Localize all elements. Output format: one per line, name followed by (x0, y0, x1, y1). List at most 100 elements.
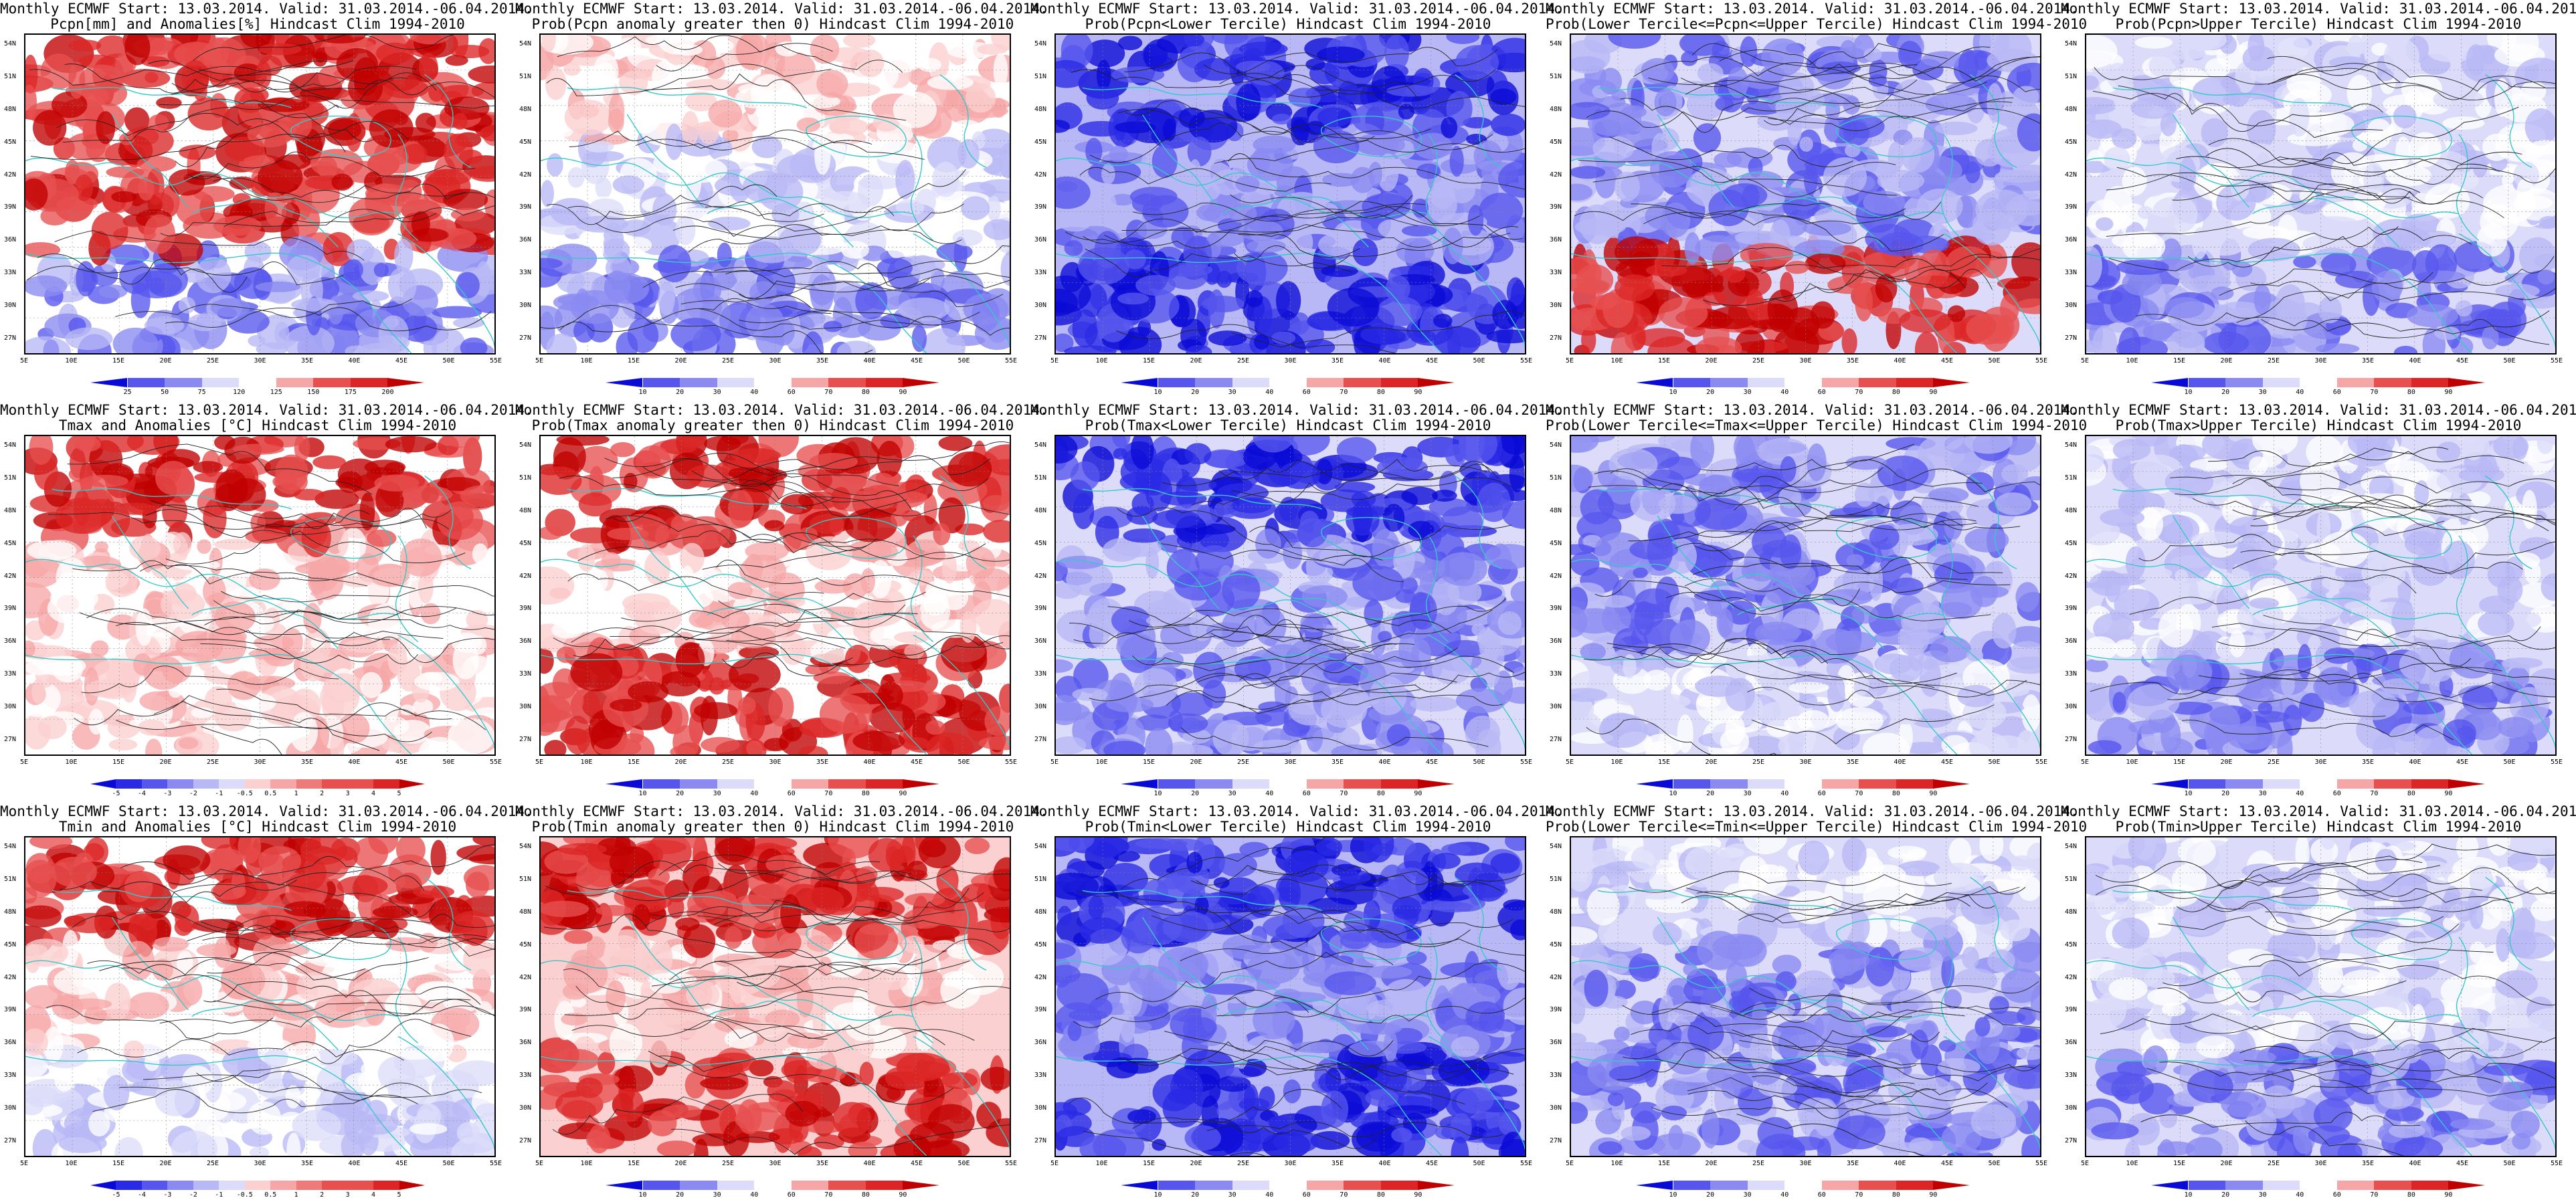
colorbar-tick-label: -1 (215, 1191, 223, 1199)
forecast-panel: Monthly ECMWF Start: 13.03.2014. Valid: … (0, 0, 533, 401)
colorbar-segment (116, 779, 143, 789)
panel-title-line2: Prob(Tmax<Lower Tercile) Hindcast Clim 1… (1085, 417, 1491, 433)
lat-tick-label: 33N (1034, 670, 1047, 678)
lon-tick-label: 55E (1004, 1160, 1018, 1167)
colorbar-tick-label: 60 (2332, 1191, 2341, 1199)
lat-tick-label: 36N (519, 1039, 532, 1047)
lat-tick-label: 45N (1550, 539, 1562, 547)
lat-tick-label: 30N (1550, 703, 1562, 711)
colorbar-segment (680, 779, 718, 789)
colorbar-segment (680, 378, 718, 387)
lon-tick-label: 25E (1236, 759, 1250, 766)
colorbar-tick-label: 1 (294, 790, 298, 797)
lon-tick-label: 25E (1236, 357, 1250, 365)
lon-tick-label: 55E (489, 1160, 502, 1167)
colorbar-tick-label: 80 (861, 1191, 870, 1199)
colorbar-tick-label: 3 (345, 790, 350, 797)
panel-title-line1: Monthly ECMWF Start: 13.03.2014. Valid: … (515, 803, 1048, 819)
colorbar-tick-label: 10 (1669, 1191, 1677, 1199)
lon-tick-label: 15E (1657, 357, 1671, 365)
lon-tick-label: 15E (1142, 357, 1156, 365)
colorbar-tick-label: 175 (344, 389, 357, 396)
colorbar-segment (828, 779, 866, 789)
colorbar-tick-label: 70 (2370, 389, 2379, 396)
colorbar-tick-label: -5 (112, 1191, 120, 1199)
lon-tick-label: 10E (65, 357, 78, 365)
lat-tick-label: 30N (2065, 703, 2078, 711)
lat-tick-label: 42N (2065, 973, 2078, 981)
colorbar-segment (193, 779, 219, 789)
forecast-panel: Monthly ECMWF Start: 13.03.2014. Valid: … (1030, 401, 1564, 803)
colorbar-tick-label: 20 (676, 1191, 684, 1199)
colorbar-segment (1269, 378, 1307, 387)
colorbar-segment (2225, 378, 2264, 387)
colorbar-segment (2151, 1181, 2188, 1190)
lon-tick-label: 20E (1190, 759, 1202, 766)
map-field (2086, 837, 2555, 1156)
colorbar-tick-label: 90 (2444, 389, 2453, 396)
lat-tick-label: 36N (1550, 236, 1562, 244)
colorbar-segment (1859, 378, 1897, 387)
colorbar-segment (399, 1181, 425, 1190)
lon-tick-label: 15E (627, 1160, 640, 1167)
colorbar-segment (1380, 378, 1418, 387)
lon-tick-label: 10E (2126, 759, 2138, 766)
colorbar-tick-label: 60 (1817, 389, 1826, 396)
panel-title: Monthly ECMWF Start: 13.03.2014. Valid: … (2061, 804, 2576, 835)
map-plot-area (2085, 435, 2557, 756)
map-field (25, 436, 494, 755)
colorbar-segment (2448, 378, 2486, 387)
panel-title-line1: Monthly ECMWF Start: 13.03.2014. Valid: … (515, 402, 1048, 418)
colorbar-tick-label: 75 (197, 389, 206, 396)
lon-tick-label: 50E (2503, 357, 2516, 365)
lon-tick-label: 10E (1095, 759, 1108, 766)
panel-title-line2: Prob(Pcpn>Upper Tercile) Hindcast Clim 1… (2115, 16, 2522, 32)
colorbar-segment (2448, 779, 2486, 789)
lon-tick-label: 25E (1752, 759, 1765, 766)
colorbar-segment (2336, 378, 2375, 387)
lon-tick-label: 50E (2503, 1160, 2516, 1167)
lat-tick-label: 36N (4, 236, 17, 244)
lat-tick-label: 36N (519, 236, 532, 244)
colorbar-segment (717, 779, 755, 789)
lat-tick-label: 45N (4, 539, 17, 547)
lon-tick-label: 40E (1378, 759, 1391, 766)
lat-tick-label: 39N (2065, 203, 2078, 211)
colorbar: 10 20 30 40 60 70 80 90 (2151, 378, 2486, 396)
lon-tick-label: 55E (1520, 759, 1533, 766)
colorbar-segment (1380, 779, 1418, 789)
lon-tick-label: 20E (159, 1160, 172, 1167)
lon-tick-label: 10E (1611, 1160, 1623, 1167)
colorbar-tick-label: 30 (713, 790, 721, 797)
lon-tick-label: 10E (2126, 1160, 2138, 1167)
map-plot-area (1054, 836, 1526, 1157)
lon-tick-label: 30E (1284, 357, 1297, 365)
colorbar-segment (1636, 779, 1673, 789)
colorbar-segment (127, 378, 165, 387)
lon-tick-label: 35E (816, 759, 829, 766)
lat-tick-label: 27N (1034, 1137, 1047, 1144)
panel-title-line2: Pcpn[mm] and Anomalies[%] Hindcast Clim … (50, 16, 465, 32)
lat-tick-label: 36N (2065, 236, 2078, 244)
lon-tick-label: 35E (1846, 1160, 1859, 1167)
lon-tick-label: 5E (535, 1160, 544, 1167)
panel-title-line1: Monthly ECMWF Start: 13.03.2014. Valid: … (1546, 803, 2079, 819)
lat-tick-label: 33N (519, 269, 532, 277)
colorbar-tick-label: 80 (1376, 1191, 1385, 1199)
colorbar-tick-label: 90 (1414, 1191, 1422, 1199)
map-plot-area (24, 435, 496, 756)
lon-tick-label: 10E (65, 1160, 78, 1167)
lat-tick-label: 51N (1034, 474, 1047, 482)
colorbar-tick-label: 30 (1743, 790, 1752, 797)
colorbar-segment (1418, 378, 1455, 387)
lon-tick-label: 30E (1799, 357, 1812, 365)
lon-tick-label: 30E (1799, 759, 1812, 766)
lon-tick-label: 10E (1095, 357, 1108, 365)
colorbar-tick-label: 90 (899, 790, 907, 797)
lon-tick-label: 5E (19, 759, 29, 766)
lat-tick-label: 51N (1550, 474, 1562, 482)
lat-tick-label: 33N (1034, 1072, 1047, 1080)
lat-tick-label: 42N (1034, 171, 1047, 179)
lon-tick-label: 15E (1142, 759, 1156, 766)
lat-tick-label: 27N (1550, 334, 1562, 342)
